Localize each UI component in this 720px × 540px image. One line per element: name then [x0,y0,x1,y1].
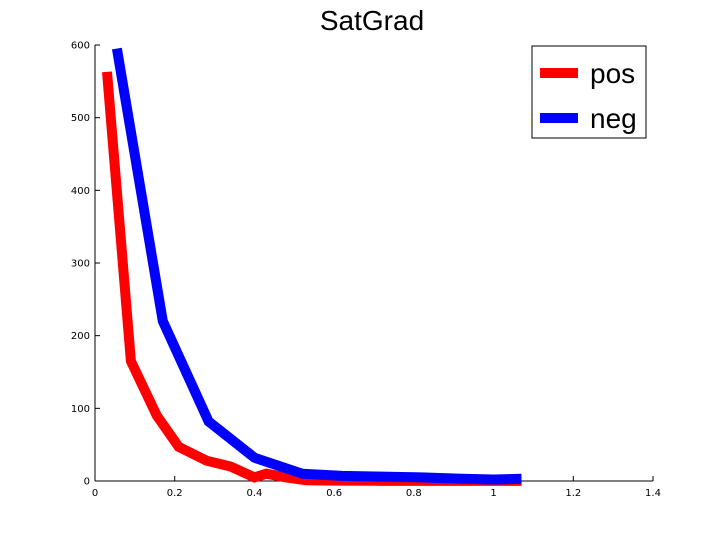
y-tick-label: 100 [71,404,90,415]
y-tick-label: 400 [71,186,90,197]
axes: 0 0.2 0.4 0.6 0.8 1 1.2 1.4 0 100 200 300 400 500 600 [71,41,661,500]
x-tick-label: 0.4 [246,488,262,499]
series-layer [102,47,522,486]
chart-title: SatGrad [320,5,424,36]
legend: pos neg [531,45,647,139]
legend-label-pos: pos [590,58,635,89]
x-tick-label: 0.2 [167,488,183,499]
series-line-neg [111,47,522,485]
legend-label-neg: neg [590,103,637,134]
x-tick-label: 0 [92,488,98,499]
y-tick-label: 200 [71,331,90,342]
y-tick-label: 500 [71,113,90,124]
y-tick-label: 300 [71,259,90,270]
y-tick-label: 600 [71,41,90,52]
series-line-pos [102,71,522,486]
x-tick-label: 1.2 [565,488,581,499]
y-tick-label: 0 [84,477,90,488]
x-tick-label: 1.4 [645,488,661,499]
x-tick-label: 0.6 [326,488,342,499]
x-tick-label: 0.8 [406,488,422,499]
x-tick-label: 1 [490,488,496,499]
